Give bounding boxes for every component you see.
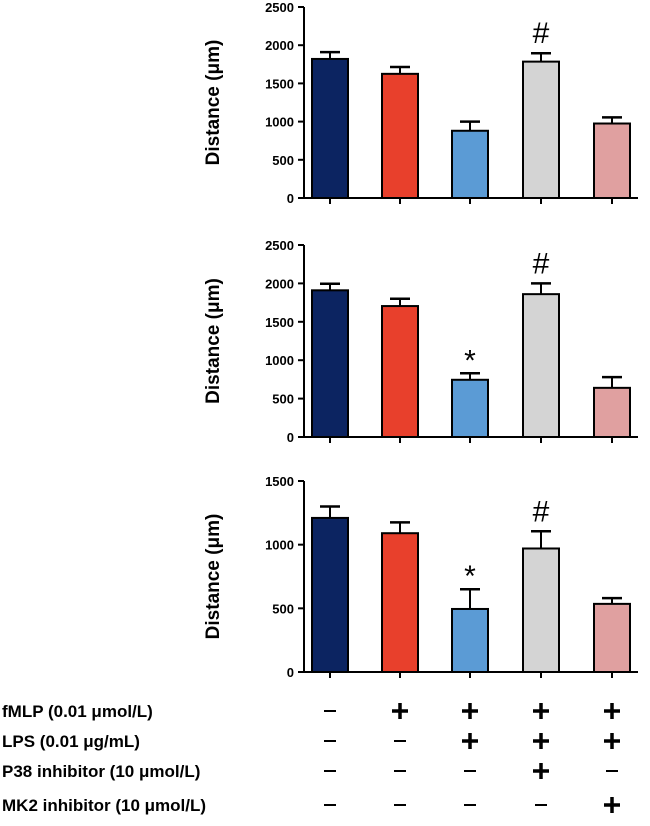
bar — [381, 305, 419, 438]
bar — [522, 60, 560, 199]
condition-label: fMLP (0.01 μmol/L) — [2, 702, 153, 721]
y-tick-label: 500 — [272, 392, 294, 407]
y-tick-label: 1000 — [265, 115, 294, 130]
significance-hash: # — [533, 17, 550, 50]
y-axis-label: Distance (μm) — [203, 278, 224, 404]
bar — [381, 72, 419, 199]
y-tick-label: 1500 — [265, 474, 294, 489]
y-tick-label: 2500 — [265, 238, 294, 253]
y-tick-label: 2000 — [265, 276, 294, 291]
bar — [522, 547, 560, 674]
y-tick-label: 0 — [287, 430, 294, 445]
y-tick-label: 0 — [287, 665, 294, 680]
chart-panel-3: 0 500 1000 1500 Distance (μm) * # — [203, 474, 638, 680]
condition-row: LPS (0.01 μg/mL) — [2, 732, 620, 751]
significance-hash: # — [533, 247, 550, 280]
chart-panel-2: 0 500 1000 1500 2000 2500 Distance (μm) * # — [203, 238, 638, 445]
y-tick-label: 2000 — [265, 38, 294, 53]
bar — [311, 289, 349, 439]
condition-row: P38 inhibitor (10 μmol/L) — [2, 762, 618, 781]
y-tick-label: 1500 — [265, 76, 294, 91]
condition-label: MK2 inhibitor (10 μmol/L) — [2, 796, 206, 815]
bar — [451, 607, 489, 673]
bar — [593, 386, 631, 438]
bar — [311, 516, 349, 674]
significance-hash: # — [533, 495, 550, 528]
bar — [451, 378, 489, 438]
y-axis-label: Distance (μm) — [203, 514, 224, 640]
bar — [522, 293, 560, 439]
y-tick-label: 1000 — [265, 538, 294, 553]
condition-row: fMLP (0.01 μmol/L) — [2, 702, 620, 721]
y-tick-label: 500 — [272, 601, 294, 616]
bar — [381, 532, 419, 673]
bar — [593, 122, 631, 199]
y-tick-label: 0 — [287, 191, 294, 206]
y-axis-label: Distance (μm) — [203, 40, 224, 166]
significance-star: * — [464, 344, 476, 377]
bar — [311, 57, 349, 200]
significance-star: * — [464, 560, 476, 593]
condition-label: LPS (0.01 μg/mL) — [2, 732, 140, 751]
y-tick-label: 1000 — [265, 353, 294, 368]
condition-label: P38 inhibitor (10 μmol/L) — [2, 762, 200, 781]
y-tick-label: 1500 — [265, 315, 294, 330]
condition-row: MK2 inhibitor (10 μmol/L) — [2, 796, 620, 815]
bar — [451, 129, 489, 200]
bar — [593, 602, 631, 673]
chart-panel-1: 0 500 1000 1500 2000 2500 Distance (μm) # — [203, 0, 638, 206]
y-tick-label: 2500 — [265, 0, 294, 15]
y-tick-label: 500 — [272, 153, 294, 168]
